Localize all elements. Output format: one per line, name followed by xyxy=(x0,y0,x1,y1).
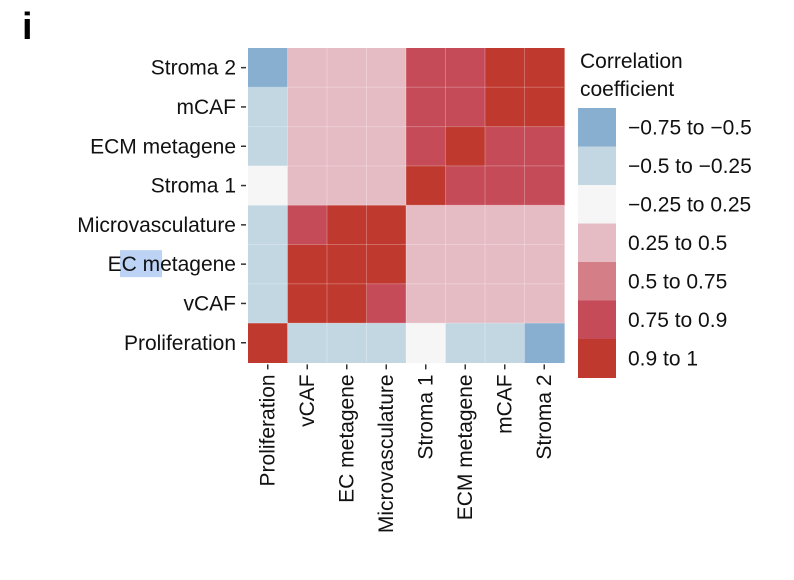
heatmap-cell xyxy=(485,165,526,206)
heatmap-cell xyxy=(524,205,565,246)
y-tick-label: vCAF xyxy=(184,292,237,315)
legend-swatch xyxy=(578,223,616,263)
heatmap-cell xyxy=(445,205,486,246)
heatmap-cell xyxy=(248,205,289,246)
heatmap-cell xyxy=(485,126,526,167)
heatmap-cell xyxy=(406,87,447,128)
y-tick-label: Stroma 1 xyxy=(151,175,236,198)
x-tick-label: Stroma 2 xyxy=(533,374,556,459)
heatmap-cell xyxy=(287,126,328,167)
heatmap-cell xyxy=(406,244,447,285)
heatmap-cell xyxy=(445,48,486,88)
heatmap-cell xyxy=(524,48,565,88)
legend-label: 0.25 to 0.5 xyxy=(628,232,727,255)
heatmap-cell xyxy=(406,323,447,363)
legend-swatch xyxy=(578,185,616,224)
heatmap-cell xyxy=(485,48,526,88)
heatmap-cell xyxy=(524,283,565,324)
heatmap-cell xyxy=(287,244,328,285)
heatmap-cell xyxy=(485,283,526,324)
heatmap-cell xyxy=(248,323,289,363)
x-tick-label: EC metagene xyxy=(336,374,359,502)
heatmap-cell xyxy=(524,244,565,285)
heatmap-cell xyxy=(248,87,289,128)
heatmap-cell xyxy=(366,283,407,324)
heatmap-cell xyxy=(445,244,486,285)
heatmap-cell xyxy=(524,126,565,167)
legend-swatch xyxy=(578,146,616,186)
legend-label: 0.5 to 0.75 xyxy=(628,270,727,293)
x-tick-label: vCAF xyxy=(296,374,319,427)
heatmap-cell xyxy=(366,48,407,88)
y-tick-label: Microvasculature xyxy=(77,214,236,237)
heatmap-cell xyxy=(366,87,407,128)
heatmap-cell xyxy=(327,244,368,285)
x-tick-label: ECM metagene xyxy=(454,374,477,520)
heatmap-cell xyxy=(327,126,368,167)
heatmap-cell xyxy=(287,323,328,363)
heatmap-cell xyxy=(445,126,486,167)
heatmap-cell xyxy=(327,48,368,88)
legend-label: −0.25 to 0.25 xyxy=(628,193,751,216)
heatmap-cell xyxy=(366,165,407,206)
heatmap-cell xyxy=(485,323,526,363)
heatmap-cell xyxy=(366,126,407,167)
legend-label: −0.75 to −0.5 xyxy=(628,116,752,139)
heatmap-cell xyxy=(327,283,368,324)
legend-swatch xyxy=(578,300,616,340)
y-tick-label: ECM metagene xyxy=(90,135,236,158)
x-tick-label: Proliferation xyxy=(257,374,280,486)
x-tick-label: Stroma 1 xyxy=(415,374,438,459)
heatmap-cell xyxy=(406,283,447,324)
text-selection-highlight xyxy=(120,250,162,278)
heatmap-cell xyxy=(287,283,328,324)
heatmap-cell xyxy=(248,126,289,167)
heatmap-cell xyxy=(524,165,565,206)
heatmap-cell xyxy=(248,244,289,285)
heatmap-cell xyxy=(485,87,526,128)
legend-label: 0.75 to 0.9 xyxy=(628,309,727,332)
heatmap-cell xyxy=(406,126,447,167)
y-tick-label: Proliferation xyxy=(124,332,236,355)
heatmap-cell xyxy=(366,205,407,246)
heatmap-cell xyxy=(287,165,328,206)
heatmap-cell xyxy=(248,165,289,206)
heatmap-cell xyxy=(327,87,368,128)
heatmap-cell xyxy=(406,205,447,246)
heatmap-cell xyxy=(287,87,328,128)
y-tick-label: mCAF xyxy=(177,96,237,119)
heatmap-cell xyxy=(366,244,407,285)
heatmap-cell xyxy=(327,323,368,363)
heatmap-cell xyxy=(445,323,486,363)
heatmap-cell xyxy=(248,48,289,88)
heatmap-cell xyxy=(524,87,565,128)
x-tick-label: Microvasculature xyxy=(375,374,398,533)
heatmap-cell xyxy=(327,205,368,246)
legend-swatch xyxy=(578,108,616,147)
legend-title: Correlation xyxy=(580,50,683,73)
x-tick-label: mCAF xyxy=(494,374,517,434)
heatmap-cell xyxy=(485,244,526,285)
legend-swatch xyxy=(578,339,616,378)
heatmap-cell xyxy=(445,165,486,206)
heatmap-cell xyxy=(406,48,447,88)
heatmap-cell xyxy=(366,323,407,363)
heatmap-cell xyxy=(445,87,486,128)
y-tick-label: EC metagene xyxy=(108,253,236,276)
heatmap-cell xyxy=(327,165,368,206)
heatmap-cell xyxy=(524,323,565,363)
legend-title: coefficient xyxy=(580,78,674,101)
heatmap-cell xyxy=(287,48,328,88)
panel-label: i xyxy=(22,6,33,48)
legend-label: 0.9 to 1 xyxy=(628,347,698,370)
heatmap-cell xyxy=(485,205,526,246)
heatmap-cell xyxy=(287,205,328,246)
heatmap-cell xyxy=(445,283,486,324)
y-tick-label: Stroma 2 xyxy=(151,57,236,80)
heatmap-cell xyxy=(406,165,447,206)
legend-swatch xyxy=(578,262,616,301)
heatmap-cell xyxy=(248,283,289,324)
legend-label: −0.5 to −0.25 xyxy=(628,155,752,178)
